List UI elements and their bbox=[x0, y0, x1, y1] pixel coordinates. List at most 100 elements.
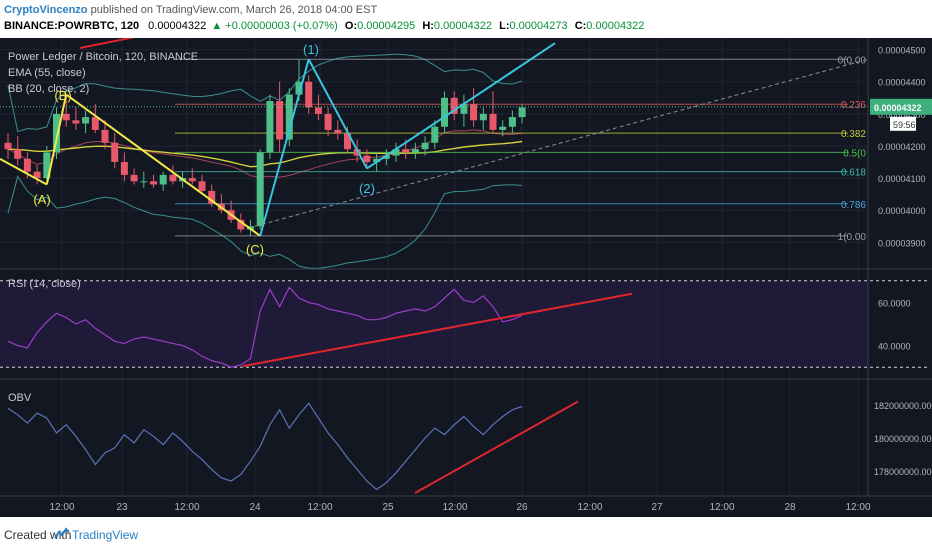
candle-body bbox=[91, 117, 99, 130]
candle-body bbox=[479, 113, 487, 121]
candle-body bbox=[460, 104, 468, 114]
up-arrow-icon: ▲ bbox=[211, 20, 223, 32]
wave-line-2-up bbox=[366, 42, 556, 170]
rsi-line bbox=[7, 286, 523, 368]
symbol-summary: BINANCE:POWRBTC, 120 0.00004322 ▲ +0.000… bbox=[4, 20, 644, 32]
x-tick-label: 12:00 bbox=[442, 502, 467, 513]
obv-pane[interactable] bbox=[7, 402, 523, 491]
grid bbox=[0, 38, 868, 496]
trendline-top-left bbox=[79, 33, 151, 49]
candle-body bbox=[130, 174, 138, 182]
chart-svg[interactable]: 0(0.00 0.236 0.382 0.5(0 0.618 0.786 1(0.00 12… bbox=[0, 33, 932, 517]
tradingview-link[interactable]: TradingView bbox=[72, 528, 139, 542]
last-price-tag-text: 0.00004322 bbox=[874, 103, 922, 113]
fib-level-label: 0.236 bbox=[841, 100, 866, 111]
price-tick-label: 0.00003900 bbox=[878, 238, 926, 248]
wave-label-c: (C) bbox=[246, 242, 264, 257]
wave-label-2: (2) bbox=[359, 181, 375, 196]
candle-body bbox=[353, 149, 361, 156]
candle-body bbox=[508, 117, 516, 127]
fib-level-label: 0.382 bbox=[841, 129, 866, 140]
tradingview-logo-icon bbox=[54, 526, 70, 543]
obv-tick-label: 178000000.0000 bbox=[874, 467, 932, 477]
wave-line-b-c bbox=[65, 93, 261, 237]
ema-line bbox=[7, 140, 523, 168]
rsi-tick-label: 40.0000 bbox=[878, 342, 911, 352]
x-tick-label: 12:00 bbox=[845, 502, 870, 513]
price-tick-label: 0.00004000 bbox=[878, 206, 926, 216]
candle-body bbox=[441, 97, 448, 127]
candle-body bbox=[324, 113, 332, 130]
rsi-trendline bbox=[242, 292, 633, 368]
x-tick-label: 23 bbox=[116, 502, 128, 513]
price-tick-label: 0.00004500 bbox=[878, 46, 926, 56]
x-tick-label: 12:00 bbox=[307, 502, 332, 513]
price-tick-label: 0.00004300 bbox=[878, 110, 926, 120]
wave-line-1-2 bbox=[307, 58, 368, 169]
countdown-text: 59:56 bbox=[893, 120, 916, 130]
candle-body bbox=[43, 152, 51, 179]
legend-rsi: RSI (14, close) bbox=[8, 278, 81, 290]
obv-line bbox=[7, 402, 523, 491]
candle-body bbox=[402, 149, 410, 153]
x-tick-label: 24 bbox=[249, 502, 261, 513]
wave-label-a: (A) bbox=[33, 192, 50, 207]
candle-body bbox=[518, 107, 526, 118]
wave-line-into-a bbox=[0, 157, 48, 186]
candle-body bbox=[120, 162, 128, 175]
candle-body bbox=[431, 126, 439, 143]
legend-obv: OBV bbox=[8, 392, 32, 404]
candle-body bbox=[266, 101, 274, 153]
last-price-tag bbox=[870, 98, 932, 115]
candle-body bbox=[169, 174, 177, 182]
chart-area[interactable]: 0(0.00 0.236 0.382 0.5(0 0.618 0.786 1(0.00 12… bbox=[0, 33, 932, 517]
wave-line-c-1 bbox=[259, 59, 310, 237]
close-value: 0.00004322 bbox=[586, 20, 645, 32]
obv-tick-label: 182000000.0000 bbox=[874, 401, 932, 411]
low-value: 0.00004273 bbox=[509, 20, 568, 32]
candle-body bbox=[334, 129, 342, 134]
wave-label-1: (1) bbox=[303, 42, 319, 57]
price-pane[interactable]: 0(0.00 0.236 0.382 0.5(0 0.618 0.786 1(0.00 bbox=[0, 53, 868, 269]
high-value: 0.00004322 bbox=[433, 20, 493, 32]
candle-body bbox=[305, 81, 313, 108]
candle-body bbox=[256, 152, 264, 227]
legend-title: Power Ledger / Bitcoin, 120, BINANCE bbox=[8, 51, 198, 63]
axes: 12:00 23 12:00 24 12:00 25 12:00 26 12:00 27 12:00… bbox=[0, 38, 932, 513]
bollinger-upper-line bbox=[7, 53, 523, 133]
obv-trendline bbox=[414, 400, 579, 494]
x-tick-label: 25 bbox=[382, 502, 394, 513]
x-tick-label: 12:00 bbox=[577, 502, 602, 513]
last-price: 0.00004322 bbox=[148, 20, 207, 32]
high-label: H: bbox=[422, 20, 434, 32]
candle-body bbox=[159, 174, 167, 185]
candle-body bbox=[72, 120, 80, 124]
candle-body bbox=[237, 219, 245, 230]
candle-body bbox=[382, 155, 390, 159]
candle-body bbox=[111, 142, 119, 163]
candle-body bbox=[344, 133, 351, 150]
candle-body bbox=[23, 158, 31, 172]
candle-body bbox=[276, 101, 284, 140]
wave-label-b: (B) bbox=[54, 88, 71, 103]
candle-body bbox=[499, 126, 507, 130]
price-change: +0.00000003 (+0.07%) bbox=[225, 20, 338, 32]
rsi-pane[interactable] bbox=[0, 280, 928, 368]
candle-body bbox=[363, 155, 371, 163]
candle-body bbox=[150, 181, 157, 185]
author-link[interactable]: CryptoVincenzo bbox=[4, 4, 88, 16]
price-tick-label: 0.00004200 bbox=[878, 142, 926, 152]
fib-level-label: 0.618 bbox=[841, 168, 866, 179]
open-label: O: bbox=[344, 20, 358, 32]
published-text: published on TradingView.com, March 26, … bbox=[90, 4, 378, 16]
drawings bbox=[0, 33, 869, 494]
candle-body bbox=[489, 113, 497, 130]
x-tick-label: 26 bbox=[516, 502, 528, 513]
fib-level-label: 0(0.00 bbox=[838, 55, 867, 66]
candle-body bbox=[392, 149, 400, 156]
price-tick-label: 0.00004100 bbox=[878, 174, 926, 184]
legend-ema: EMA (55, close) bbox=[8, 67, 86, 79]
candle-body bbox=[295, 81, 303, 95]
candle-body bbox=[53, 113, 60, 153]
x-tick-label: 28 bbox=[784, 502, 796, 513]
